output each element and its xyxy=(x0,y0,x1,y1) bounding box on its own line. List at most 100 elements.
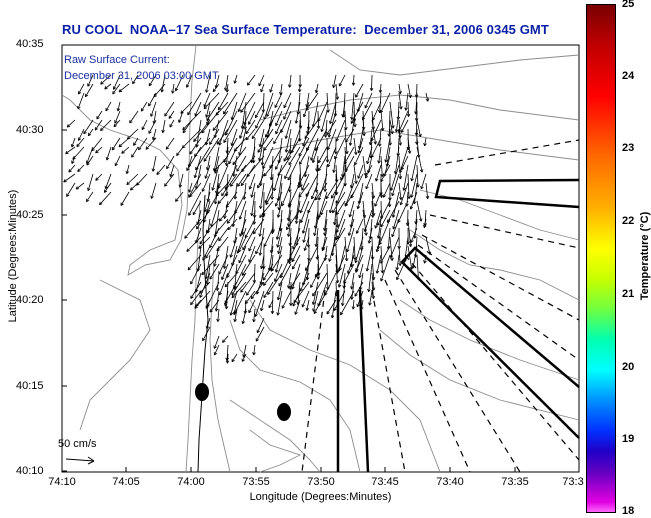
current-vector xyxy=(415,209,418,225)
current-vector-head xyxy=(377,246,381,250)
current-vector-head xyxy=(375,225,378,229)
current-vector-head xyxy=(354,269,357,273)
current-vector xyxy=(366,146,373,165)
current-vector-head xyxy=(418,277,421,281)
current-vector xyxy=(273,128,283,144)
current-vector xyxy=(320,200,328,216)
current-vector-head xyxy=(291,259,295,263)
current-vector-head xyxy=(202,258,206,261)
current-vector xyxy=(260,299,265,311)
current-vector-head xyxy=(372,256,375,260)
current-vector-head xyxy=(263,116,265,120)
current-vector-head xyxy=(121,152,125,154)
current-vector-head xyxy=(232,224,236,228)
current-vector-head xyxy=(380,278,384,282)
current-vector xyxy=(401,155,409,170)
current-vector-head xyxy=(130,188,134,191)
plot-frame xyxy=(61,44,580,473)
current-vector-head xyxy=(369,302,372,306)
current-vector-head xyxy=(258,233,261,237)
current-vector xyxy=(407,83,411,98)
current-vector xyxy=(304,236,310,251)
current-vector-head xyxy=(333,308,337,311)
axis-ticks xyxy=(61,44,516,472)
current-vector xyxy=(407,173,410,199)
current-vector xyxy=(283,92,292,108)
current-vector xyxy=(315,182,328,201)
current-vector xyxy=(206,155,211,171)
current-vector xyxy=(337,254,346,273)
current-vector xyxy=(195,227,202,244)
current-vector-head xyxy=(270,196,273,200)
current-vector xyxy=(164,173,175,187)
current-vector-head xyxy=(400,196,403,200)
current-vector-head xyxy=(238,249,242,253)
current-vector xyxy=(250,281,265,300)
current-vector-head xyxy=(382,127,385,131)
current-vector-head xyxy=(276,312,279,316)
current-vector xyxy=(289,227,292,246)
current-vector-head xyxy=(222,341,226,343)
current-vector-head xyxy=(311,159,314,163)
current-vector-head xyxy=(240,110,244,113)
current-vector-head xyxy=(115,163,118,167)
current-vector-head xyxy=(213,263,215,267)
current-vector-head xyxy=(410,194,412,198)
current-vector xyxy=(182,128,202,149)
current-vector xyxy=(344,191,355,207)
current-vector xyxy=(424,137,427,146)
current-vector-head xyxy=(302,113,305,117)
current-vector xyxy=(260,182,265,209)
y-tick-label: 40:20 xyxy=(16,294,44,306)
current-vector-head xyxy=(188,189,190,193)
current-vector-head xyxy=(400,202,403,206)
current-vector xyxy=(209,263,220,280)
current-vector xyxy=(95,173,103,181)
current-vector-head xyxy=(195,305,199,307)
current-vector xyxy=(197,245,202,272)
current-vector-head xyxy=(318,272,321,276)
current-vector-head xyxy=(399,106,402,110)
current-vector xyxy=(161,74,166,93)
current-vector xyxy=(257,173,265,189)
current-vector xyxy=(346,227,355,252)
current-vector xyxy=(263,164,274,177)
current-vector-head xyxy=(296,242,299,246)
current-vector-head xyxy=(260,206,263,209)
current-vector-head xyxy=(259,205,261,209)
current-vector-head xyxy=(237,184,241,187)
current-vector-head xyxy=(233,80,235,84)
current-vector-head xyxy=(363,132,366,136)
current-vector-head xyxy=(329,120,331,124)
current-vector-head xyxy=(194,307,198,309)
current-vector-head xyxy=(354,256,357,260)
current-vector xyxy=(325,182,337,200)
current-vector-head xyxy=(255,251,259,255)
current-vector-head xyxy=(252,319,255,323)
current-vector-head xyxy=(87,188,91,191)
current-vector-head xyxy=(259,214,261,218)
current-vector-head xyxy=(248,310,252,314)
current-vector xyxy=(253,308,256,323)
current-vector-head xyxy=(400,142,403,146)
current-vector-head xyxy=(187,266,190,270)
current-vector xyxy=(324,209,328,231)
current-vector-head xyxy=(234,196,238,200)
current-vector-head xyxy=(400,106,403,110)
current-vector-head xyxy=(218,108,222,111)
current-vector-head xyxy=(350,286,352,290)
current-vector-head xyxy=(339,84,343,87)
current-vector-head xyxy=(260,88,262,93)
current-vector xyxy=(187,254,202,271)
current-vector-head xyxy=(197,222,200,225)
current-vector-head xyxy=(368,240,372,244)
current-vector xyxy=(321,110,328,132)
current-vector xyxy=(120,191,130,206)
current-vector-head xyxy=(353,124,356,128)
current-vector-head xyxy=(297,89,300,93)
current-vector-head xyxy=(423,224,425,228)
current-vector-head xyxy=(305,108,309,111)
current-vector-head xyxy=(346,248,348,252)
current-vector xyxy=(206,191,220,214)
current-vector-head xyxy=(318,160,322,164)
